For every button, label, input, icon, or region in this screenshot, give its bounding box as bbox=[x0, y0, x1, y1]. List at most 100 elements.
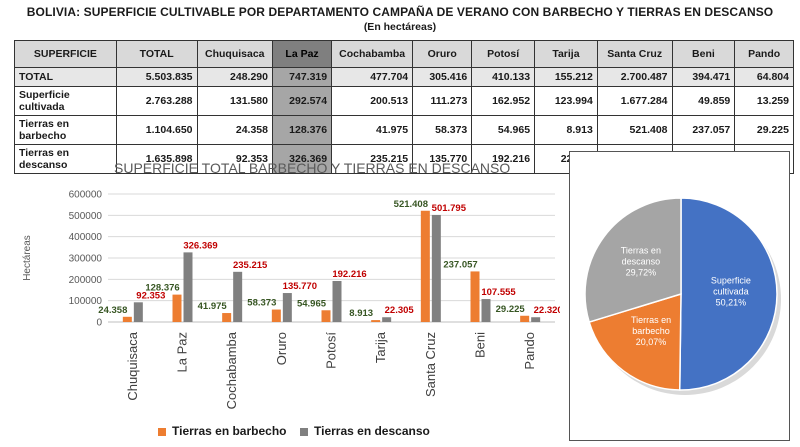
table-cell: 5.503.835 bbox=[115, 67, 198, 87]
bar-barbecho bbox=[420, 210, 430, 322]
legend-swatch-descanso bbox=[300, 427, 308, 436]
table-row: Tierras en barbecho 1.104.650 24.358 128.37… bbox=[14, 115, 794, 145]
table-cell: 235.215 bbox=[331, 144, 414, 174]
data-label: 22.305 bbox=[385, 305, 415, 316]
table-cell: 135.770 bbox=[412, 144, 473, 174]
pie-chart-box: Superficie cultivada 50,21% Tierras en barbe… bbox=[569, 151, 790, 441]
data-label: 521.408 bbox=[394, 199, 428, 210]
column-header-10: Pando bbox=[734, 40, 794, 68]
data-label: 326.369 bbox=[183, 240, 217, 251]
y-axis-label: Hectáreas bbox=[22, 235, 33, 281]
table-cell: 305.416 bbox=[412, 67, 473, 87]
bar-barbecho bbox=[520, 315, 530, 322]
table-row: Superficie cultivada 2.763.288 131.580 292.… bbox=[14, 86, 794, 116]
pie-label: Tierras en barbecho 20,07% bbox=[631, 315, 671, 347]
page-title: BOLIVIA: SUPERFICIE CULTIVABLE POR DEPAR… bbox=[26, 5, 774, 19]
legend-swatch-barbecho bbox=[158, 427, 166, 436]
table-cell: 8.913 bbox=[534, 115, 598, 145]
table-row: TOTAL 5.503.835 248.290 747.319 477.704 305.4… bbox=[14, 67, 794, 87]
table-cell: 155.212 bbox=[534, 67, 598, 87]
data-label: 58.373 bbox=[247, 298, 276, 309]
table-cell: 128.376 bbox=[271, 115, 333, 145]
table-cell: 13.259 bbox=[734, 86, 794, 116]
bar-descanso bbox=[233, 271, 243, 322]
pie-slice-0 bbox=[678, 197, 778, 391]
row-label: Tierras en descanso bbox=[14, 144, 117, 174]
x-tick-label: Chuquisaca bbox=[125, 331, 140, 400]
bar-descanso bbox=[481, 299, 491, 322]
bar-barbecho bbox=[470, 271, 480, 322]
data-label: 22.320 bbox=[534, 305, 560, 316]
table-cell: 237.057 bbox=[671, 115, 736, 145]
table-cell: 1.677.284 bbox=[596, 86, 673, 116]
legend-label-descanso: Tierras en descanso bbox=[314, 424, 430, 438]
table-cell: 29.225 bbox=[734, 115, 794, 145]
column-header-9: Beni bbox=[671, 40, 736, 68]
data-label: 92.353 bbox=[136, 290, 165, 301]
table-cell: 394.471 bbox=[671, 67, 736, 87]
y-tick-label: 600000 bbox=[69, 190, 103, 201]
data-label: 192.216 bbox=[332, 269, 366, 280]
pie-slice-1 bbox=[588, 292, 682, 391]
column-header-2: Chuquisaca bbox=[196, 40, 274, 68]
data-label: 54.965 bbox=[297, 298, 327, 309]
legend-label-barbecho: Tierras en barbecho bbox=[172, 424, 287, 438]
table-cell: 192.216 bbox=[471, 144, 536, 174]
x-tick-label: Tarija bbox=[373, 331, 388, 363]
bar-descanso bbox=[332, 280, 342, 322]
y-tick-label: 0 bbox=[96, 318, 102, 329]
data-label: 29.225 bbox=[496, 304, 526, 315]
legend-item-descanso: Tierras en descanso bbox=[300, 424, 430, 438]
data-label: 107.555 bbox=[481, 287, 516, 298]
bar-barbecho bbox=[371, 320, 381, 322]
x-tick-label: Beni bbox=[473, 332, 488, 358]
data-label: 8.913 bbox=[349, 308, 373, 319]
table-cell: 410.133 bbox=[471, 67, 536, 87]
table-cell: 477.704 bbox=[331, 67, 414, 87]
data-table: SUPERFICIE TOTAL Chuquisaca La Paz Cochabamb… bbox=[14, 40, 794, 174]
bar-chart: 0 100000 200000 300000 400000 500000 600000 Hec… bbox=[22, 190, 560, 410]
bar-barbecho bbox=[222, 313, 232, 322]
pie-slice-2 bbox=[584, 197, 682, 323]
x-tick-label: Potosí bbox=[324, 332, 339, 369]
bar-descanso bbox=[531, 317, 541, 322]
table-cell: 2.700.487 bbox=[596, 67, 673, 87]
data-label: 237.057 bbox=[443, 259, 477, 270]
x-tick-label: Santa Cruz bbox=[423, 332, 438, 397]
data-label: 41.975 bbox=[198, 301, 228, 312]
bar-descanso bbox=[133, 302, 143, 322]
legend-item-barbecho: Tierras en barbecho bbox=[158, 424, 287, 438]
data-label: 128.376 bbox=[145, 283, 179, 294]
x-tick-label: Pando bbox=[522, 332, 537, 370]
pie-label: Superficie cultivada 50,21% bbox=[711, 275, 751, 307]
data-label: 24.358 bbox=[98, 305, 127, 316]
table-header-row: SUPERFICIE TOTAL Chuquisaca La Paz Cochabamb… bbox=[14, 40, 794, 68]
pie-label: Tierras en descanso 29,72% bbox=[621, 245, 661, 277]
table-cell: 521.408 bbox=[596, 115, 673, 145]
table-cell: 747.319 bbox=[271, 67, 333, 87]
table-cell: 292.574 bbox=[271, 86, 333, 116]
y-tick-label: 400000 bbox=[69, 232, 103, 243]
table-cell: 92.353 bbox=[196, 144, 274, 174]
table-cell: 49.859 bbox=[671, 86, 736, 116]
column-header-6: Potosí bbox=[471, 40, 536, 68]
y-tick-label: 500000 bbox=[69, 211, 103, 222]
column-header-5: Oruro bbox=[412, 40, 473, 68]
y-tick-label: 300000 bbox=[69, 254, 103, 265]
bar-chart-title: SUPERFICIE TOTAL BARBECHO Y TIERRAS EN D… bbox=[114, 160, 511, 176]
y-tick-label: 100000 bbox=[69, 296, 103, 307]
pie-chart: Superficie cultivada 50,21% Tierras en barbe… bbox=[584, 197, 781, 395]
table-cell: 248.290 bbox=[196, 67, 274, 87]
bar-descanso bbox=[382, 317, 392, 322]
table-cell: 64.804 bbox=[734, 67, 794, 87]
bar-barbecho bbox=[271, 309, 281, 322]
column-header-4: Cochabamba bbox=[331, 40, 414, 68]
column-header-3: La Paz bbox=[271, 40, 333, 68]
x-tick-label: La Paz bbox=[175, 332, 190, 372]
column-header-1: TOTAL bbox=[115, 40, 198, 68]
column-header-0: SUPERFICIE bbox=[14, 40, 117, 68]
table-cell: 123.994 bbox=[534, 86, 598, 116]
y-tick-label: 200000 bbox=[69, 275, 103, 286]
table-cell: 111.273 bbox=[412, 86, 473, 116]
page-subtitle: (En hectáreas) bbox=[363, 21, 437, 33]
